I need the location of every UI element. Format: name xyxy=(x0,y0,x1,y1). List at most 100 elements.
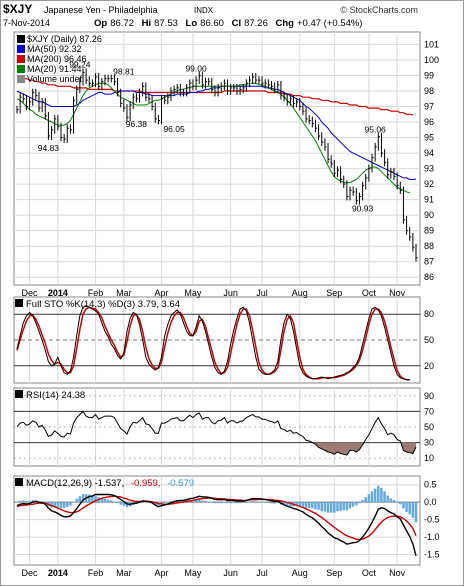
legend-swatch-ma200 xyxy=(17,55,25,63)
macd-histogram-bar xyxy=(179,500,182,503)
macd-histogram-bar xyxy=(320,502,324,512)
x-tick-label-bottom-4: Apr xyxy=(155,568,169,578)
macd-histogram-bar xyxy=(395,502,399,503)
macd-histogram-bar xyxy=(402,502,405,509)
x-tick-label-bottom-2: Feb xyxy=(88,568,104,578)
y-tick-label-rsi-0: 90 xyxy=(424,391,434,401)
price-panel xyxy=(13,31,421,286)
macd-histogram-bar xyxy=(336,502,339,512)
macd-histogram-bar xyxy=(414,502,418,523)
op-label: Op xyxy=(94,18,107,29)
macd-histogram-bar xyxy=(355,502,358,506)
macd-label-hist: -0.579 xyxy=(167,478,194,489)
y-tick-label-macd-3: -1.0 xyxy=(424,532,440,542)
macd-histogram-bar xyxy=(323,502,327,512)
macd-histogram-bar xyxy=(373,488,377,503)
price-annotation-5: 96.05 xyxy=(163,124,185,134)
macd-histogram-bar xyxy=(383,491,386,503)
x-tick-label-bottom-1: 2014 xyxy=(48,568,68,578)
macd-histogram-bar xyxy=(163,502,166,503)
macd-histogram-bar xyxy=(94,495,97,503)
macd-histogram-bar xyxy=(213,502,217,504)
y-tick-label-rsi-4: 10 xyxy=(424,453,434,463)
y-tick-label-price-13: 88 xyxy=(424,241,434,251)
macd-histogram-bar xyxy=(153,502,157,505)
y-tick-label-price-8: 93 xyxy=(424,164,434,174)
legend-price: $XJY (Daily) 87.26 xyxy=(27,34,102,44)
y-tick-label-sto-0: 80 xyxy=(424,309,434,319)
macd-histogram-bar xyxy=(72,502,75,503)
rsi-swatch xyxy=(15,390,23,398)
x-tick-label-price-3: Mar xyxy=(116,288,132,298)
macd-label-signal: -0.959, xyxy=(131,478,161,489)
macd-histogram-bar xyxy=(201,500,204,503)
price-annotation-3: 94.83 xyxy=(38,143,60,153)
y-tick-label-price-9: 92 xyxy=(424,179,434,189)
chart-date: 7-Nov-2014 xyxy=(3,18,50,28)
sto-d-line xyxy=(16,306,410,381)
macd-histogram-bar xyxy=(270,502,273,504)
macd-histogram-bar xyxy=(18,500,22,503)
macd-histogram-bar xyxy=(207,501,210,503)
price-annotation-0: 99.24 xyxy=(69,60,91,70)
y-tick-label-macd-1: 0.0 xyxy=(424,497,437,507)
macd-histogram-bar xyxy=(69,502,72,506)
rsi-line xyxy=(16,410,417,456)
macd-histogram-bar xyxy=(106,499,110,503)
rsi-label: RSI(14) 24.38 xyxy=(26,390,85,401)
lo-value: 86.60 xyxy=(200,18,224,29)
cl-value: 87.26 xyxy=(244,18,268,29)
macd-histogram-bar xyxy=(314,502,317,510)
macd-histogram-bar xyxy=(194,499,198,503)
x-tick-label-bottom-11: Nov xyxy=(389,568,406,578)
macd-histogram-bar xyxy=(304,502,308,508)
sto-k-line xyxy=(16,305,410,381)
macd-histogram-bar xyxy=(229,502,232,504)
x-tick-label-price-0: Dec xyxy=(22,288,39,298)
macd-histogram-bar xyxy=(53,502,56,508)
y-tick-label-macd-0: 0.5 xyxy=(424,480,437,490)
macd-line xyxy=(16,493,417,556)
legend-swatch-ma20 xyxy=(17,65,25,73)
macd-histogram-bar xyxy=(241,502,245,503)
macd-panel xyxy=(13,475,421,566)
macd-histogram-bar xyxy=(116,502,119,503)
chg-label: Chg xyxy=(276,18,295,29)
data-layer: 99.24 98.81 99.00 94.83 96.38 96.05 95.06 90.93 xyxy=(15,60,418,556)
ma50-line-series xyxy=(16,85,417,180)
sto-label: Full STO %K(14,3) %D(3) 3.79, 3.64 xyxy=(26,299,180,310)
y-tick-label-sto-1: 50 xyxy=(424,335,434,345)
macd-histogram-bar xyxy=(197,499,201,503)
hi-label: Hi xyxy=(142,18,152,29)
macd-histogram-bar xyxy=(367,494,371,503)
x-tick-label-price-11: Nov xyxy=(389,288,406,298)
macd-histogram-bar xyxy=(358,502,361,504)
y-tick-label-price-4: 97 xyxy=(424,102,434,112)
macd-histogram-bar xyxy=(399,502,402,505)
axis-layer: Dec 2014 Feb Mar Apr May Jun Jul Aug Sep Oct Nov Dec… xyxy=(22,39,440,578)
x-tick-label-bottom-9: Sep xyxy=(326,568,342,578)
legend-ma20: MA(20) 91.44 xyxy=(27,64,82,74)
price-annotation-2: 99.00 xyxy=(185,63,207,73)
macd-histogram-bar xyxy=(380,487,383,503)
macd-histogram-bar xyxy=(210,502,214,503)
legend-swatch-volume xyxy=(17,75,25,83)
macd-histogram-bar xyxy=(22,500,25,503)
macd-histogram-bar xyxy=(348,502,352,509)
macd-label-main: MACD(12,26,9) -1.537, xyxy=(26,478,124,489)
macd-histogram-bar xyxy=(405,502,408,512)
macd-histogram-bar xyxy=(219,502,223,504)
x-tick-label-price-6: Jun xyxy=(223,288,238,298)
macd-histogram-bar xyxy=(25,501,28,503)
y-tick-label-price-10: 91 xyxy=(424,195,434,205)
macd-histogram-bar xyxy=(386,495,389,503)
macd-histogram-bar xyxy=(235,502,239,504)
hi-value: 87.53 xyxy=(154,18,178,29)
symbol-title: $XJY xyxy=(3,2,32,16)
macd-histogram-bar xyxy=(298,502,302,507)
macd-histogram-bar xyxy=(50,502,53,508)
macd-histogram-bar xyxy=(226,502,229,504)
y-tick-label-macd-2: -0.5 xyxy=(424,515,440,525)
macd-histogram-bar xyxy=(119,502,122,505)
